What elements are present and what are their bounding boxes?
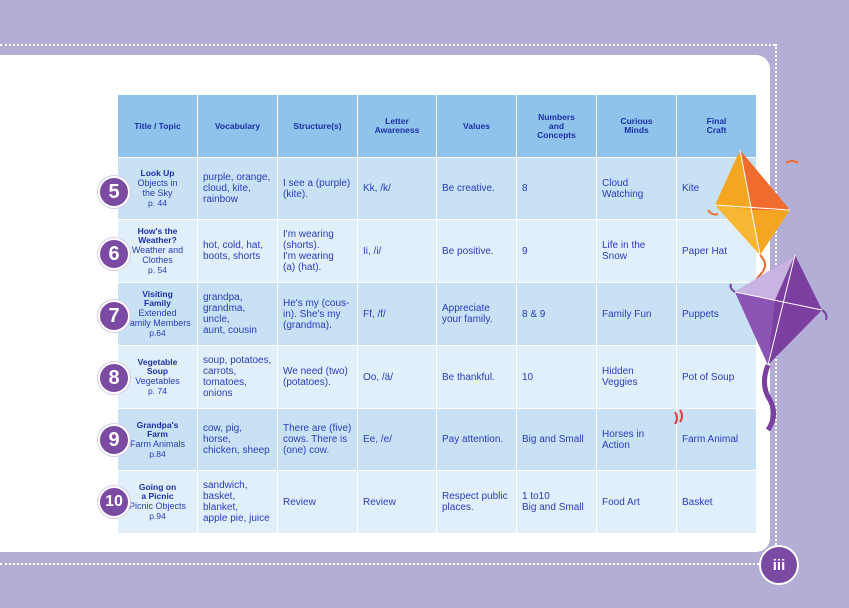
header-numbers-concepts: Numbers and Concepts xyxy=(517,95,597,158)
letter-cell: Ii, /i/ xyxy=(358,220,437,283)
structure-cell: I see a (purple) (kite). xyxy=(278,158,358,220)
values-cell: Appreciate your family. xyxy=(437,283,517,346)
vocabulary-cell: purple, orange, cloud, kite, rainbow xyxy=(198,158,278,220)
numbers-cell: 8 & 9 xyxy=(517,283,597,346)
letter-cell: Review xyxy=(358,471,437,534)
values-cell: Be positive. xyxy=(437,220,517,283)
final-craft-cell: Puppets xyxy=(677,283,757,346)
letter-cell: Oo, /ä/ xyxy=(358,346,437,409)
final-craft-cell: Basket xyxy=(677,471,757,534)
vocabulary-cell: sandwich, basket, blanket, apple pie, ju… xyxy=(198,471,278,534)
values-cell: Be creative. xyxy=(437,158,517,220)
unit-title-cell: How's the Weather? Weather and Clothes p. … xyxy=(118,220,198,283)
dotted-border-top xyxy=(0,44,775,46)
numbers-cell: 1 to10 Big and Small xyxy=(517,471,597,534)
letter-cell: Kk, /k/ xyxy=(358,158,437,220)
numbers-cell: 8 xyxy=(517,158,597,220)
final-craft-cell: Kite xyxy=(677,158,757,220)
unit-number-badge: 5 xyxy=(98,176,130,208)
values-cell: Pay attention. xyxy=(437,409,517,471)
unit-number-badge: 10 xyxy=(98,486,130,518)
vocabulary-cell: hot, cold, hat, boots, shorts xyxy=(198,220,278,283)
scope-table: Title / Topic Vocabulary Structure(s) Le… xyxy=(118,95,759,534)
curious-minds-cell: Hidden Veggies xyxy=(597,346,677,409)
header-final-craft: Final Craft xyxy=(677,95,757,158)
dotted-border-bottom xyxy=(0,563,775,565)
unit-number-badge: 7 xyxy=(98,300,130,332)
structure-cell: We need (two) (potatoes). xyxy=(278,346,358,409)
curious-minds-cell: Food Art xyxy=(597,471,677,534)
unit-number-badge: 9 xyxy=(98,424,130,456)
curious-minds-cell: Family Fun xyxy=(597,283,677,346)
unit-title-cell: Going on a Picnic Picnic Objects p.94 xyxy=(118,471,198,534)
final-craft-cell: Pot of Soup xyxy=(677,346,757,409)
unit-title-cell: Grandpa's Farm Farm Animals p.84 xyxy=(118,409,198,471)
unit-title-cell: Visiting Family Extended Family Members p.… xyxy=(118,283,198,346)
values-cell: Be thankful. xyxy=(437,346,517,409)
final-craft-cell: Paper Hat xyxy=(677,220,757,283)
structure-cell: Review xyxy=(278,471,358,534)
header-structures: Structure(s) xyxy=(278,95,358,158)
unit-number-badge: 6 xyxy=(98,238,130,270)
vocabulary-cell: grandpa, grandma, uncle, aunt, cousin xyxy=(198,283,278,346)
curious-minds-cell: Cloud Watching xyxy=(597,158,677,220)
unit-title-cell: Look Up Objects in the Sky p. 44 xyxy=(118,158,198,220)
unit-title-cell: Vegetable Soup Vegetables p. 74 xyxy=(118,346,198,409)
header-letter-awareness: Letter Awareness xyxy=(358,95,437,158)
numbers-cell: Big and Small xyxy=(517,409,597,471)
numbers-cell: 10 xyxy=(517,346,597,409)
letter-cell: Ee, /e/ xyxy=(358,409,437,471)
dotted-border-right xyxy=(775,44,777,564)
header-values: Values xyxy=(437,95,517,158)
curious-minds-cell: Life in the Snow xyxy=(597,220,677,283)
values-cell: Respect public places. xyxy=(437,471,517,534)
curious-minds-cell: Horses in Action xyxy=(597,409,677,471)
header-vocabulary: Vocabulary xyxy=(198,95,278,158)
structure-cell: I'm wearing (shorts). I'm wearing (a) (h… xyxy=(278,220,358,283)
numbers-cell: 9 xyxy=(517,220,597,283)
letter-cell: Ff, /f/ xyxy=(358,283,437,346)
final-craft-cell: Farm Animal xyxy=(677,409,757,471)
header-curious-minds: Curious Minds xyxy=(597,95,677,158)
structure-cell: He's my (cous- in). She's my (grandma). xyxy=(278,283,358,346)
header-title-topic: Title / Topic xyxy=(118,95,198,158)
vocabulary-cell: cow, pig, horse, chicken, sheep xyxy=(198,409,278,471)
structure-cell: There are (five) cows. There is (one) co… xyxy=(278,409,358,471)
unit-number-badge: 8 xyxy=(98,362,130,394)
page-number: iii xyxy=(759,545,799,585)
vocabulary-cell: soup, potatoes, carrots, tomatoes, onion… xyxy=(198,346,278,409)
